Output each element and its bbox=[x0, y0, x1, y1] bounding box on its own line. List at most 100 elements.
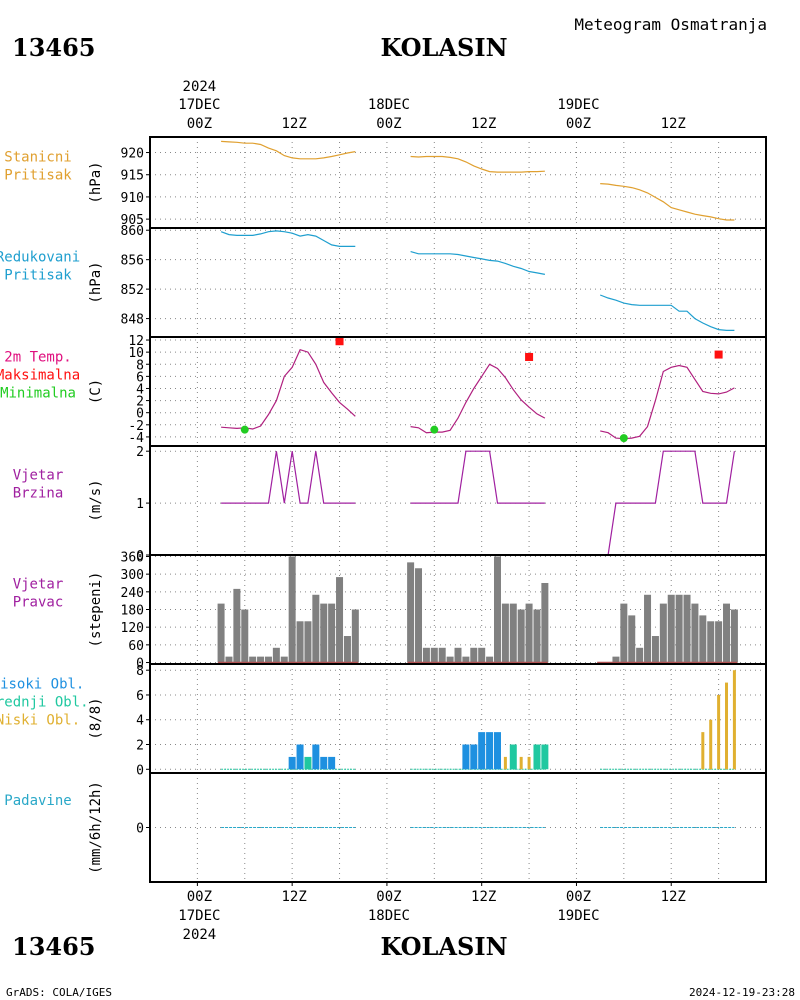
top-tick-label: 00Z bbox=[187, 116, 212, 132]
series-line bbox=[600, 450, 735, 556]
bottom-date-label: 18DEC bbox=[368, 908, 410, 924]
direction-bar bbox=[651, 636, 659, 663]
bottom-tick-label: 00Z bbox=[566, 889, 591, 905]
y-tick-label: 910 bbox=[121, 191, 144, 206]
y-tick-label: 120 bbox=[121, 621, 144, 636]
y-tick-label: 2 bbox=[136, 445, 144, 460]
max-temp-marker bbox=[525, 352, 534, 361]
bottom-tick-label: 12Z bbox=[282, 889, 307, 905]
max-temp-marker bbox=[335, 337, 344, 346]
direction-bar bbox=[241, 609, 249, 663]
direction-bar bbox=[217, 603, 225, 663]
high-cloud-bar bbox=[493, 732, 501, 770]
direction-bar bbox=[636, 647, 644, 663]
mid-cloud-bar bbox=[509, 744, 517, 770]
direction-bar bbox=[509, 603, 517, 663]
station-name-top: KOLASIN bbox=[380, 33, 507, 62]
max-temp-marker bbox=[714, 350, 723, 359]
panel-label: Brzina bbox=[13, 486, 64, 502]
top-tick-label: 12Z bbox=[661, 116, 686, 132]
panel-label: Pritisak bbox=[4, 268, 72, 284]
min-temp-marker bbox=[430, 425, 439, 434]
high-cloud-bar bbox=[328, 756, 336, 770]
top-tick-label: 00Z bbox=[376, 116, 401, 132]
direction-bar bbox=[296, 621, 304, 663]
y-tick-label: 240 bbox=[121, 586, 144, 601]
y-axis-label: (C) bbox=[88, 379, 104, 404]
min-temp-marker bbox=[240, 425, 249, 434]
y-tick-label: 905 bbox=[121, 213, 144, 228]
panel-label: Vjetar bbox=[13, 577, 64, 593]
y-tick-label: 920 bbox=[121, 147, 144, 162]
bottom-time-axis: 00Z 12Z 00Z 12Z 00Z 12Z 17DEC 18DEC 19DEC 2024 bbox=[178, 882, 686, 943]
panel-frame bbox=[149, 227, 767, 338]
high-cloud-bar bbox=[312, 744, 320, 770]
y-tick-label: 860 bbox=[121, 224, 144, 239]
bottom-tick-label: 00Z bbox=[187, 889, 212, 905]
top-date-label: 17DEC bbox=[178, 97, 220, 113]
direction-bar bbox=[454, 647, 462, 663]
panel-label: Vjetar bbox=[13, 468, 64, 484]
high-cloud-bar bbox=[296, 744, 304, 770]
y-tick-label: 6 bbox=[136, 689, 144, 704]
series-line bbox=[600, 183, 735, 221]
series-line bbox=[410, 363, 546, 434]
y-tick-label: -2 bbox=[128, 419, 144, 434]
series-line bbox=[220, 230, 356, 247]
panel-label: Srednji Obl. bbox=[0, 695, 89, 711]
panel-reduced-pressure: 848 852 856 860 Redukovani Pritisak (hPa) bbox=[0, 224, 767, 338]
direction-bar bbox=[312, 594, 320, 663]
series-line bbox=[221, 451, 356, 504]
direction-bar bbox=[707, 621, 715, 663]
y-axis-label: (m/s) bbox=[88, 479, 104, 521]
direction-bar bbox=[691, 603, 699, 663]
direction-bar bbox=[430, 647, 438, 663]
low-cloud-bar bbox=[527, 756, 531, 770]
mid-cloud-bar bbox=[304, 756, 312, 770]
direction-bar bbox=[470, 647, 478, 663]
y-tick-label: 2 bbox=[136, 739, 144, 754]
y-tick-label: 4 bbox=[136, 714, 144, 729]
direction-bar bbox=[667, 594, 675, 663]
direction-bar bbox=[264, 656, 272, 663]
direction-bar bbox=[422, 647, 430, 663]
top-year-label: 2024 bbox=[183, 79, 217, 95]
direction-bar bbox=[723, 603, 731, 663]
high-cloud-bar bbox=[462, 744, 470, 770]
panel-clouds: 0 2 4 6 8 Visoki Obl. Srednji Obl. Niski Obl. (8… bbox=[0, 663, 767, 778]
station-id-top: 13465 bbox=[12, 33, 96, 62]
top-date-label: 19DEC bbox=[557, 97, 599, 113]
direction-bar bbox=[541, 582, 549, 663]
y-tick-label: -4 bbox=[128, 431, 144, 446]
top-tick-label: 12Z bbox=[282, 116, 307, 132]
low-cloud-bar bbox=[725, 682, 729, 770]
direction-bar bbox=[620, 603, 628, 663]
y-tick-label: 10 bbox=[128, 346, 144, 361]
direction-bar bbox=[272, 647, 280, 663]
direction-bar bbox=[249, 656, 257, 663]
direction-bar bbox=[486, 656, 494, 663]
y-tick-label: 8 bbox=[136, 358, 144, 373]
panel-wind-speed: 0 1 2 Vjetar Brzina (m/s) bbox=[13, 445, 767, 564]
mid-cloud-bar bbox=[533, 744, 541, 770]
direction-bar bbox=[612, 656, 620, 663]
top-time-axis: 2024 17DEC 18DEC 19DEC 00Z 12Z 00Z 12Z 00Z 12Z bbox=[178, 79, 686, 132]
series-line bbox=[410, 155, 545, 173]
direction-bar bbox=[343, 636, 351, 663]
direction-bar bbox=[675, 594, 683, 663]
high-cloud-bar bbox=[288, 756, 296, 770]
high-cloud-bar bbox=[478, 732, 486, 770]
credit-text: GrADS: COLA/IGES bbox=[6, 986, 112, 999]
y-tick-label: 4 bbox=[136, 382, 144, 397]
y-tick-label: 60 bbox=[128, 639, 144, 654]
direction-bar bbox=[462, 656, 470, 663]
high-cloud-bar bbox=[470, 744, 478, 770]
y-tick-label: 0 bbox=[136, 657, 144, 672]
panel-label: Pravac bbox=[13, 595, 64, 611]
y-axis-label: (mm/6h/12h) bbox=[88, 781, 104, 874]
low-cloud-bar bbox=[717, 694, 721, 770]
bottom-tick-label: 00Z bbox=[376, 889, 401, 905]
direction-bar bbox=[683, 594, 691, 663]
panel-frame bbox=[149, 772, 767, 883]
